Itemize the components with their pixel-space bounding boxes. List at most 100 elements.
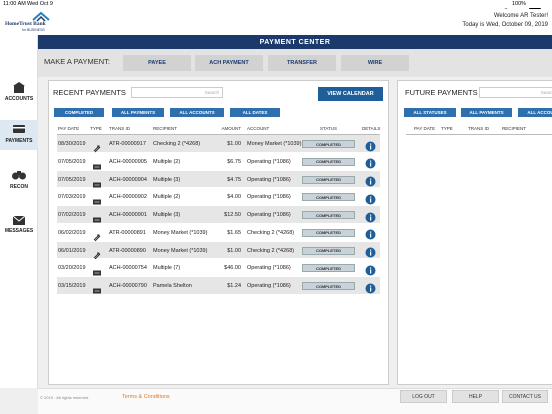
details-i-dot <box>370 143 372 145</box>
details-button-graphic <box>365 141 376 151</box>
type-icon <box>92 282 102 294</box>
make-payment-label: MAKE A PAYMENT: <box>44 57 110 66</box>
payment-type-button[interactable]: ACH PAYMENT <box>195 55 263 71</box>
ach-icon-stripe <box>94 272 100 274</box>
table-row <box>57 135 380 153</box>
table-row <box>57 277 380 295</box>
sidebar-icon <box>10 80 28 94</box>
transfer-icon <box>93 252 101 259</box>
footer-button[interactable]: LOG OUT <box>400 390 447 403</box>
payment-type-button[interactable]: TRANSFER <box>268 55 336 71</box>
details-button[interactable] <box>365 245 376 258</box>
payment-type-button[interactable]: WIRE <box>341 55 409 71</box>
icon-part <box>13 82 25 86</box>
ach-icon-stripe <box>94 290 100 292</box>
table-cell: $1.00 <box>227 141 241 147</box>
details-button[interactable] <box>365 139 376 151</box>
details-i-stem <box>370 251 372 256</box>
view-calendar-button[interactable]: VIEW CALENDAR <box>318 87 383 101</box>
sidebar-icon-graphic <box>13 82 25 93</box>
type-icon-graphic <box>93 164 101 170</box>
filter-dropdown[interactable]: ALL DATES <box>230 108 280 117</box>
status-badge: COMPLETED <box>302 264 355 273</box>
payment-type-button[interactable]: PAYEE <box>123 55 191 71</box>
sidebar-item[interactable]: PAYMENTS <box>0 120 38 150</box>
filter-dropdown[interactable]: COMPLETED <box>54 108 104 117</box>
type-icon-graphic <box>93 217 101 223</box>
sidebar-item[interactable]: MESSAGES <box>0 210 38 240</box>
type-icon <box>92 176 102 187</box>
details-i-stem <box>370 233 372 238</box>
table-cell: 07/05/2019 <box>58 158 86 165</box>
details-button[interactable] <box>365 174 376 187</box>
details-button[interactable] <box>365 210 376 222</box>
table-cell: 07/02/2019 <box>58 212 86 218</box>
table-cell: $46.00 <box>224 265 241 272</box>
header <box>0 9 552 35</box>
table-cell: 06/01/2019 <box>58 247 86 254</box>
footer-button[interactable]: HELP <box>452 390 499 403</box>
table-cell: Multiple (7) <box>153 265 181 272</box>
search-field[interactable]: Search <box>479 87 552 98</box>
table-cell: 06/02/2019 <box>58 229 86 236</box>
status-badge: COMPLETED <box>302 175 355 184</box>
logo-mark <box>31 10 51 22</box>
table-cell: ATR-00000890 <box>109 247 146 254</box>
table-row <box>57 170 380 189</box>
details-button-graphic <box>365 229 376 240</box>
filter-dropdown[interactable]: ALL ACCOUNTS <box>518 108 552 117</box>
details-i-stem <box>370 198 372 203</box>
column-header: PAY DATE <box>414 126 436 131</box>
table-cell: Operating (*1086) <box>247 158 291 165</box>
type-icon-graphic <box>93 234 101 242</box>
details-button[interactable] <box>365 281 376 293</box>
table-cell: $1.65 <box>227 229 241 236</box>
type-icon-graphic <box>93 288 101 294</box>
details-i-dot <box>370 178 372 180</box>
details-button-graphic <box>365 176 376 187</box>
type-icon-graphic <box>93 182 101 187</box>
sidebar-icon-graphic <box>12 171 26 180</box>
details-i-stem <box>370 216 372 220</box>
details-i-stem <box>370 287 372 291</box>
battery-text: 100% <box>512 1 527 7</box>
footer-button[interactable]: CONTACT US <box>502 390 548 403</box>
table-row <box>57 223 380 242</box>
terms-link[interactable]: Terms & Conditions <box>122 394 170 400</box>
table-cell: Checking 2 (*4268) <box>153 141 201 147</box>
logo-tagline: for BUSINESS <box>22 28 45 32</box>
column-header: PAY DATE <box>58 126 80 131</box>
table-cell: Money Market (*1039) <box>247 141 302 147</box>
sidebar-icon <box>10 212 28 226</box>
details-button[interactable] <box>365 227 376 240</box>
column-header: TRANS ID <box>109 126 131 131</box>
search-field[interactable]: Search <box>131 87 223 98</box>
table-cell: Operating (*1086) <box>247 265 291 272</box>
details-button[interactable] <box>365 192 376 205</box>
filter-dropdown[interactable]: ALL PAYMENTS <box>112 108 164 117</box>
icon-part <box>14 86 24 93</box>
sidebar <box>0 35 38 388</box>
table-cell: 08/30/2019 <box>58 141 86 147</box>
filter-dropdown[interactable]: ALL STATUSES <box>404 108 456 117</box>
icon-part <box>17 171 21 175</box>
details-button[interactable] <box>365 263 376 276</box>
details-button[interactable] <box>365 156 376 169</box>
transfer-icon <box>93 145 101 153</box>
column-header: RECIPIENT <box>153 126 178 131</box>
table-row <box>57 259 380 277</box>
today-text: Today is Wed, October 09, 2019 <box>462 22 548 28</box>
details-i-dot <box>370 214 372 216</box>
details-i-stem <box>370 162 372 167</box>
sidebar-item[interactable]: ACCOUNTS <box>0 78 38 108</box>
filter-dropdown[interactable]: ALL ACCOUNTS <box>170 108 224 117</box>
table-header-row <box>57 124 380 135</box>
filter-dropdown[interactable]: ALL PAYMENTS <box>461 108 512 117</box>
sidebar-item[interactable]: RECON <box>0 166 38 196</box>
ach-icon-stripe <box>94 219 100 221</box>
sidebar-label: PAYMENTS <box>5 138 33 144</box>
table-row <box>57 152 380 171</box>
title-bar: PAYMENT CENTER <box>38 35 552 49</box>
